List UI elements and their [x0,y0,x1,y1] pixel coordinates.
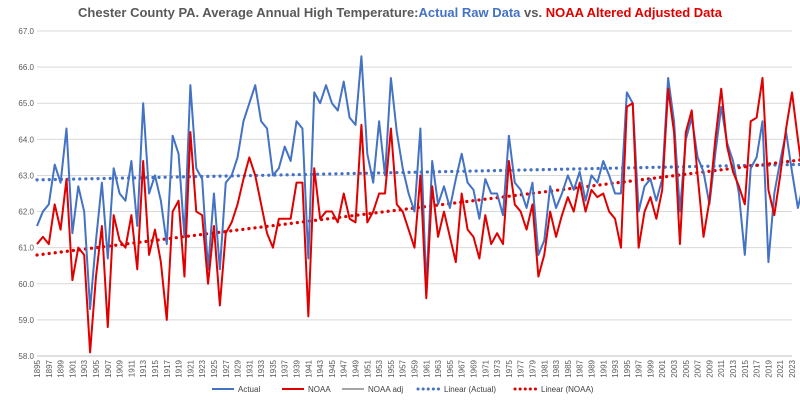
x-tick-label: 2017 [753,359,762,377]
x-tick-label: 1945 [328,359,337,377]
y-tick-label: 63.0 [18,171,34,180]
x-tick-label: 1895 [33,359,42,377]
x-tick-label: 1997 [635,359,644,377]
x-tick-label: 1977 [517,359,526,377]
x-tick-label: 2015 [741,359,750,377]
x-tick-label: 1929 [234,359,243,377]
x-tick-label: 1975 [505,359,514,377]
x-tick-label: 2021 [776,359,785,377]
series-line-noaa [36,76,800,354]
x-tick-label: 1957 [399,359,408,377]
x-tick-label: 2009 [705,359,714,377]
legend: Actual NOAA NOAA adj Linear (Actual) Linear … [212,385,594,394]
y-tick-label: 65.0 [18,99,34,108]
x-tick-label: 1939 [293,359,302,377]
x-tick-label: 1933 [257,359,266,377]
x-tick-label: 2005 [682,359,691,377]
x-tick-label: 1981 [540,359,549,377]
x-tick-label: 2011 [717,359,726,377]
legend-item: Linear (Actual) [416,385,496,394]
x-tick-label: 1935 [269,359,278,377]
x-tick-label: 1915 [151,359,160,377]
chart-title-part-0: Chester County PA. Average Annual High T… [78,5,418,20]
legend-label: Actual [238,385,260,394]
x-tick-label: 1913 [139,359,148,377]
y-tick-label: 58.0 [18,352,34,361]
x-tick-label: 1961 [422,359,431,377]
series-line-actual [36,55,800,311]
x-tick-label: 1947 [340,359,349,377]
x-tick-label: 1963 [434,359,443,377]
x-tick-label: 1931 [245,359,254,377]
series-lines [36,55,800,354]
x-tick-label: 2003 [670,359,679,377]
legend-label: Linear (NOAA) [541,385,594,394]
legend-label: NOAA [308,385,331,394]
x-tick-label: 1937 [281,359,290,377]
x-tick-label: 1943 [316,359,325,377]
y-tick-label: 64.0 [18,135,34,144]
x-tick-label: 2023 [788,359,797,377]
x-tick-label: 1983 [552,359,561,377]
x-tick-label: 1995 [623,359,632,377]
y-tick-label: 66.0 [18,63,34,72]
x-tick-label: 1897 [45,359,54,377]
x-tick-label: 1907 [104,359,113,377]
y-tick-label: 59.0 [18,316,34,325]
y-tick-label: 67.0 [18,27,34,36]
trendline-noaa [35,158,800,257]
x-tick-label: 2019 [764,359,773,377]
chart-title-part-3: NOAA Altered Adjusted Data [546,5,723,20]
x-tick-label: 1951 [363,359,372,377]
y-tick-label: 61.0 [18,244,34,253]
x-tick-label: 2001 [658,359,667,377]
x-tick-label: 1967 [458,359,467,377]
legend-item: Actual [212,385,260,394]
x-tick-label: 1959 [411,359,420,377]
x-tick-label: 1969 [469,359,478,377]
legend-item: NOAA [282,385,331,394]
x-axis: 1895 1897 1899 1901 1903 1905 1907 1909 1911 1913… [33,355,797,378]
x-tick-label: 1973 [493,359,502,377]
x-tick-label: 1993 [611,359,620,377]
chart-title: Chester County PA. Average Annual High T… [78,5,723,20]
x-tick-label: 2013 [729,359,738,377]
legend-item: NOAA adj [342,385,403,394]
x-tick-label: 1955 [387,359,396,377]
x-tick-label: 1905 [92,359,101,377]
x-tick-label: 1987 [576,359,585,377]
x-tick-label: 1911 [127,359,136,377]
y-tick-label: 62.0 [18,208,34,217]
x-tick-label: 1917 [163,359,172,377]
x-tick-label: 1991 [599,359,608,377]
x-tick-label: 1989 [587,359,596,377]
x-tick-label: 1923 [198,359,207,377]
x-tick-label: 1999 [646,359,655,377]
chart-title-part-2: vs. [520,5,545,20]
x-tick-label: 1953 [375,359,384,377]
x-tick-label: 1971 [481,359,490,377]
x-tick-label: 1965 [446,359,455,377]
chart-title-part-1: Actual Raw Data [419,5,522,20]
y-axis: 58.0 59.0 60.0 61.0 62.0 63.0 64.0 65.0 66.0 67.0 [18,27,34,361]
x-tick-label: 1927 [222,359,231,377]
x-tick-label: 1985 [564,359,573,377]
legend-label: Linear (Actual) [444,385,496,394]
x-tick-label: 1925 [210,359,219,377]
legend-item: Linear (NOAA) [513,385,594,394]
x-tick-label: 1919 [175,359,184,377]
x-tick-label: 1921 [186,359,195,377]
x-tick-label: 1903 [80,359,89,377]
x-tick-label: 1949 [352,359,361,377]
x-tick-label: 1909 [116,359,125,377]
x-tick-label: 2007 [694,359,703,377]
x-tick-label: 1899 [57,359,66,377]
x-tick-label: 1941 [304,359,313,377]
x-tick-label: 1901 [68,359,77,377]
x-tick-label: 1979 [528,359,537,377]
legend-label: NOAA adj [368,385,403,394]
y-tick-label: 60.0 [18,280,34,289]
